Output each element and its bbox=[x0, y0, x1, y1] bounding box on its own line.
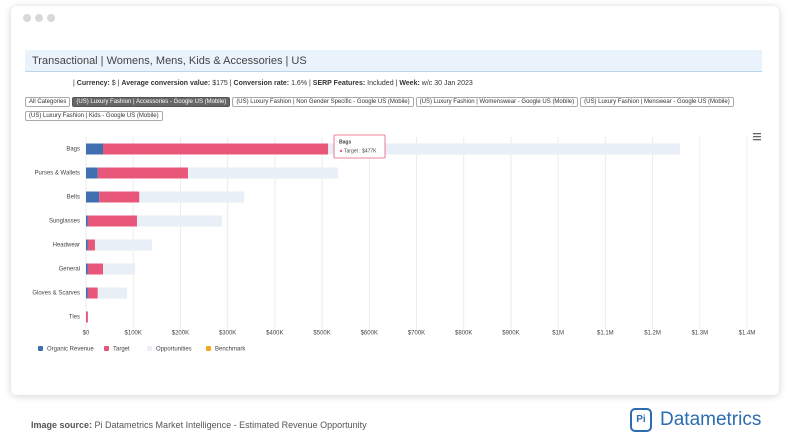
tooltip-box bbox=[333, 134, 386, 159]
bar-segment bbox=[87, 239, 95, 251]
source-text: Pi Datametrics Market Intelligence - Est… bbox=[94, 420, 367, 430]
legend-label[interactable]: Organic Revenue bbox=[47, 347, 94, 353]
bar-segment bbox=[86, 311, 88, 323]
tooltip-dot bbox=[339, 149, 343, 153]
info-value: Included bbox=[367, 80, 394, 87]
filter-bar: All Categories (US) Luxury Fashion | Acce… bbox=[25, 97, 745, 125]
y-tick-label: Ties bbox=[69, 315, 80, 321]
y-tick-label: General bbox=[59, 267, 80, 273]
info-label: Conversion rate: bbox=[233, 80, 290, 87]
x-tick-label: $1.3M bbox=[691, 331, 708, 337]
chart: $0 $100K $200K $300K $400K $500K $600K $700K $80… bbox=[32, 133, 761, 353]
info-label: Week: bbox=[399, 80, 420, 87]
bar-segment bbox=[328, 143, 680, 155]
y-tick-label: Purses & Wallets bbox=[35, 171, 80, 177]
filter-chip[interactable]: (US) Luxury Fashion | Accessories - Goog… bbox=[72, 97, 231, 107]
bar-segment bbox=[97, 167, 188, 179]
bar-segment bbox=[86, 167, 98, 179]
info-label: Average conversion value: bbox=[121, 80, 211, 87]
x-tick-label: $0 bbox=[83, 331, 90, 337]
filter-chip[interactable]: (US) Luxury Fashion | Womenswear - Googl… bbox=[415, 97, 579, 107]
filter-chip[interactable]: (US) Luxury Fashion | Non Gender Specifi… bbox=[232, 97, 414, 107]
y-tick-label: Headwear bbox=[53, 243, 80, 249]
window-dot bbox=[47, 14, 55, 22]
x-tick-label: $1M bbox=[552, 331, 564, 337]
logo-mark: Pi bbox=[630, 408, 652, 432]
x-tick-label: $700K bbox=[408, 331, 425, 337]
info-value: w/c 30 Jan 2023 bbox=[421, 80, 473, 87]
bar-segment bbox=[86, 215, 88, 227]
tooltip-title: Bags bbox=[339, 139, 351, 145]
bar-segment bbox=[136, 215, 222, 227]
info-value: $ bbox=[111, 80, 116, 87]
source-label: Image source: bbox=[31, 420, 93, 430]
bar-segment bbox=[94, 239, 153, 251]
y-tick-label: Gloves & Scarves bbox=[32, 291, 80, 297]
info-label: SERP Features: bbox=[312, 80, 366, 87]
x-tick-label: $1.1M bbox=[597, 331, 614, 337]
tooltip-text: Target : $477K bbox=[344, 148, 377, 154]
legend-swatch bbox=[206, 346, 211, 351]
y-tick-label: Bags bbox=[66, 147, 80, 153]
x-tick-label: $500K bbox=[313, 331, 330, 337]
x-tick-label: $600K bbox=[361, 331, 378, 337]
window-dot bbox=[23, 14, 31, 22]
bar-segment bbox=[102, 143, 329, 155]
bar-segment bbox=[187, 167, 339, 179]
info-bar: | Currency: $ | Average conversion value… bbox=[73, 80, 473, 87]
legend-swatch bbox=[147, 346, 152, 351]
x-tick-label: $100K bbox=[125, 331, 142, 337]
bar-segment bbox=[86, 191, 100, 203]
y-tick-label: Sunglasses bbox=[49, 219, 80, 225]
info-label: Currency: bbox=[76, 80, 110, 87]
legend-swatch bbox=[104, 346, 109, 351]
image-source: Image source: Pi Datametrics Market Inte… bbox=[31, 420, 367, 430]
menu-icon-bar bbox=[753, 136, 761, 138]
info-value: $175 bbox=[212, 80, 228, 87]
filter-chip[interactable]: (US) Luxury Fashion | Menswear - Google … bbox=[580, 97, 734, 107]
bar-segment bbox=[87, 263, 103, 275]
info-value: 1.6% bbox=[291, 80, 308, 87]
legend-label[interactable]: Opportunities bbox=[156, 347, 192, 353]
x-tick-label: $400K bbox=[266, 331, 283, 337]
x-tick-label: $200K bbox=[172, 331, 189, 337]
y-tick-label: Belts bbox=[67, 195, 80, 201]
bar-segment bbox=[86, 239, 88, 251]
bar-segment bbox=[102, 263, 136, 275]
menu-icon-bar bbox=[753, 133, 761, 135]
x-tick-label: $1.2M bbox=[644, 331, 661, 337]
menu-icon-bar bbox=[753, 139, 761, 141]
bar-segment bbox=[86, 263, 88, 275]
filter-chip[interactable]: All Categories bbox=[25, 97, 71, 107]
bar-segment bbox=[87, 215, 137, 227]
legend-swatch bbox=[38, 346, 43, 351]
legend-label[interactable]: Benchmark bbox=[215, 347, 246, 353]
filter-chip[interactable]: (US) Luxury Fashion | Kids - Google US (… bbox=[25, 111, 163, 121]
window-dot bbox=[35, 14, 43, 22]
bar-segment bbox=[86, 287, 88, 299]
x-tick-label: $1.4M bbox=[739, 331, 756, 337]
bar-segment bbox=[139, 191, 245, 203]
logo-text: Datametrics bbox=[660, 409, 762, 430]
bar-segment bbox=[97, 287, 128, 299]
legend-label[interactable]: Target bbox=[113, 347, 130, 353]
x-tick-label: $300K bbox=[219, 331, 236, 337]
bar-segment bbox=[86, 143, 103, 155]
x-tick-label: $800K bbox=[455, 331, 472, 337]
bar-segment bbox=[99, 191, 140, 203]
x-tick-label: $900K bbox=[502, 331, 519, 337]
bar-segment bbox=[87, 287, 98, 299]
report-title: Transactional | Womens, Mens, Kids & Acc… bbox=[25, 50, 762, 72]
